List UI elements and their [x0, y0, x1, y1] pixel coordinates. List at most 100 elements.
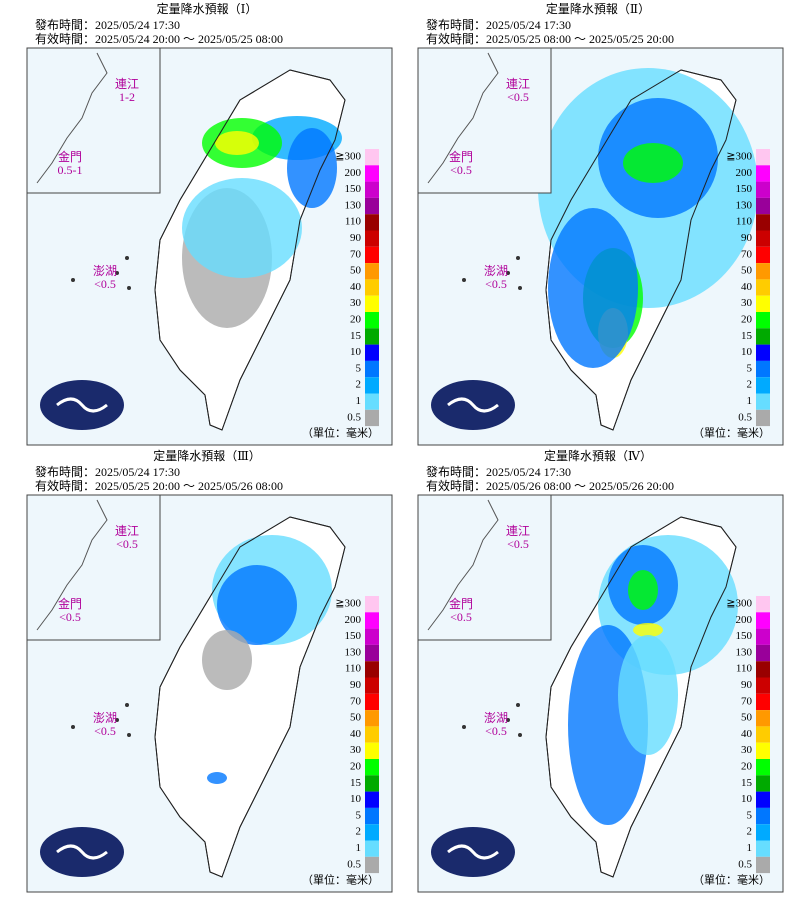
legend-label: 150 [736, 183, 753, 195]
legend-label: 90 [350, 232, 362, 244]
legend-label: 10 [741, 793, 753, 805]
unit-label: （單位：毫米） [302, 873, 379, 887]
island [506, 271, 510, 275]
inset-value: <0.5 [450, 163, 472, 177]
legend-swatch [365, 149, 379, 166]
legend-label: 150 [736, 630, 753, 642]
legend-swatch [365, 344, 379, 361]
island [518, 733, 522, 737]
island [115, 271, 119, 275]
legend-label: 70 [350, 248, 362, 260]
valid-time: 有效時間：2025/05/24 20:00 ～ 2025/05/25 08:00 [35, 31, 283, 46]
rain-area [628, 570, 658, 610]
legend-label: 200 [345, 167, 362, 179]
legend-swatch [365, 246, 379, 264]
legend-swatch [365, 230, 379, 247]
legend-label: 1 [356, 842, 362, 854]
legend-label: 1 [747, 395, 753, 407]
coastline [36, 499, 108, 631]
panel-title: 定量降水預報（Ⅲ） [153, 448, 261, 463]
inset-value: <0.5 [116, 537, 138, 551]
legend-swatch [756, 677, 770, 694]
legend-label: 10 [741, 346, 753, 358]
legend-swatch [756, 840, 770, 857]
legend-label: 90 [350, 679, 362, 691]
inset-value: 1-2 [119, 90, 135, 104]
legend-label: 110 [345, 663, 362, 675]
inset-name: 連江 [506, 524, 530, 538]
legend-swatch [365, 214, 379, 231]
legend-swatch [756, 661, 770, 678]
valid-time: 有效時間：2025/05/25 20:00 ～ 2025/05/26 08:00 [35, 478, 283, 493]
legend-swatch [756, 393, 770, 410]
legend-label: 5 [747, 362, 753, 374]
island [127, 733, 131, 737]
island [125, 703, 129, 707]
inset-frame [26, 47, 161, 194]
valid-time: 有效時間：2025/05/26 08:00 ～ 2025/05/26 20:00 [426, 478, 674, 493]
inset-value: <0.5 [485, 724, 507, 738]
legend-swatch [756, 824, 770, 841]
legend-swatch [365, 824, 379, 841]
legend-swatch [365, 693, 379, 711]
legend-swatch [756, 279, 770, 296]
legend-label: 5 [747, 809, 753, 821]
legend-swatch [365, 197, 379, 215]
legend-swatch [756, 149, 770, 166]
legend-swatch [365, 840, 379, 857]
inset-name: 金門 [449, 149, 473, 164]
legend-label: 110 [345, 216, 362, 228]
legend-label: 40 [350, 728, 362, 740]
rain-area [548, 208, 638, 368]
island [115, 718, 119, 722]
inset-value: 0.5-1 [58, 163, 83, 177]
legend-swatch [756, 230, 770, 247]
rain-area [217, 565, 297, 645]
legend-swatch [756, 742, 770, 759]
legend-swatch [756, 612, 770, 629]
legend-swatch [365, 312, 379, 329]
inset-frame [417, 47, 552, 194]
legend-label: 5 [356, 362, 362, 374]
legend-label: 150 [345, 183, 362, 195]
inset-name: 連江 [115, 77, 139, 91]
legend-label: 130 [736, 646, 753, 658]
island [462, 725, 466, 729]
legend-label: 0.5 [738, 858, 752, 870]
inset-value: <0.5 [507, 537, 529, 551]
legend-label: 2 [747, 379, 753, 391]
legend-label: ≧300 [726, 598, 752, 610]
island [127, 286, 131, 290]
island [125, 256, 129, 260]
inset-name: 金門 [58, 596, 82, 611]
legend-swatch [365, 856, 379, 874]
legend-swatch [365, 742, 379, 759]
legend-label: 0.5 [347, 411, 361, 423]
legend-swatch [365, 263, 379, 280]
legend-swatch [365, 377, 379, 394]
legend-label: 200 [736, 167, 753, 179]
legend-label: 200 [345, 614, 362, 626]
panel: 定量降水預報（Ⅱ）發布時間：2025/05/24 17:30有效時間：2025/… [417, 1, 784, 446]
legend-swatch [756, 197, 770, 215]
legend-swatch [365, 807, 379, 825]
panel: 定量降水預報（Ⅳ）發布時間：2025/05/24 17:30有效時間：2025/… [417, 448, 784, 893]
legend-label: 150 [345, 630, 362, 642]
coastline [427, 52, 499, 184]
legend-label: 30 [741, 744, 753, 756]
issued-time: 發布時間：2025/05/24 17:30 [426, 17, 571, 32]
legend-swatch [365, 710, 379, 727]
coastline [36, 52, 108, 184]
legend-swatch [756, 775, 770, 792]
inset-value: <0.5 [485, 277, 507, 291]
legend-label: 30 [741, 297, 753, 309]
legend-label: 90 [741, 679, 753, 691]
legend-label: 200 [736, 614, 753, 626]
taiwan-border [545, 69, 737, 431]
legend-swatch [756, 791, 770, 808]
legend-label: 1 [356, 395, 362, 407]
inset-name: 澎湖 [93, 710, 117, 725]
inset-name: 金門 [58, 149, 82, 164]
legend-swatch [756, 377, 770, 394]
